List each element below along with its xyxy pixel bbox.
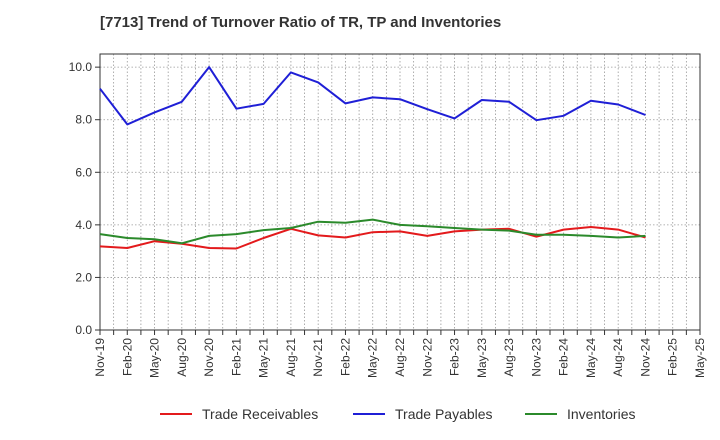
x-tick-label: May-23	[475, 338, 489, 378]
x-tick-label: Aug-20	[175, 338, 189, 377]
legend-label-trade-payables: Trade Payables	[395, 406, 493, 422]
y-tick-label: 10.0	[69, 60, 93, 74]
y-tick-label: 2.0	[75, 270, 92, 284]
x-tick-label: Feb-21	[229, 338, 243, 376]
x-tick-label: Nov-22	[420, 338, 434, 377]
series-line-trade-payables	[99, 66, 646, 126]
x-tick-label: Aug-21	[284, 338, 298, 377]
x-tick-label: Feb-20	[120, 338, 134, 376]
x-tick-label: May-20	[148, 338, 162, 378]
x-tick-label: May-21	[257, 338, 271, 378]
legend-item-trade-receivables: Trade Receivables	[160, 402, 318, 426]
x-tick-label: Feb-23	[448, 338, 462, 376]
y-tick-labels: 0.0 2.0 4.0 6.0 8.0 10.0	[69, 60, 93, 337]
legend-swatch-trade-payables	[353, 413, 385, 415]
x-tick-label: Feb-25	[666, 338, 680, 376]
series-lines	[99, 66, 646, 250]
x-tick-label: Nov-19	[93, 338, 107, 377]
x-tick-label: May-24	[584, 338, 598, 378]
legend-label-inventories: Inventories	[567, 406, 636, 422]
legend-label-trade-receivables: Trade Receivables	[202, 406, 319, 422]
y-tick-label: 4.0	[75, 218, 92, 232]
x-tick-label: Aug-23	[502, 338, 516, 377]
x-tick-label: May-22	[366, 338, 380, 378]
series-line-inventories	[99, 218, 646, 245]
x-tick-label: Feb-22	[338, 338, 352, 376]
line-chart: 0.0 2.0 4.0 6.0 8.0 10.0 Nov-19 Feb-20 May-20 Au…	[69, 53, 707, 378]
y-tick-label: 8.0	[75, 113, 92, 127]
chart-title: [7713] Trend of Turnover Ratio of TR, TP…	[100, 14, 502, 31]
x-tick-label: Aug-22	[393, 338, 407, 377]
x-tick-label: Nov-21	[311, 338, 325, 377]
legend-item-trade-payables: Trade Payables	[353, 402, 493, 426]
x-tick-label: Nov-20	[202, 338, 216, 377]
legend-swatch-inventories	[525, 413, 557, 415]
grid-lines	[99, 54, 701, 331]
x-tick-label: May-25	[693, 338, 707, 378]
legend: Trade Receivables Trade Payables Invento…	[0, 402, 720, 426]
axes	[95, 53, 701, 335]
x-tick-label: Nov-23	[529, 338, 543, 377]
y-tick-label: 0.0	[75, 323, 92, 337]
x-tick-labels: Nov-19 Feb-20 May-20 Aug-20 Nov-20 Feb-21 May-…	[93, 338, 707, 378]
x-tick-label: Nov-24	[638, 338, 652, 377]
series-line-trade-receivables	[99, 226, 646, 250]
legend-item-inventories: Inventories	[525, 402, 635, 426]
legend-swatch-trade-receivables	[160, 413, 192, 415]
x-tick-label: Feb-24	[557, 338, 571, 376]
x-tick-label: Aug-24	[611, 338, 625, 377]
y-tick-label: 6.0	[75, 165, 92, 179]
